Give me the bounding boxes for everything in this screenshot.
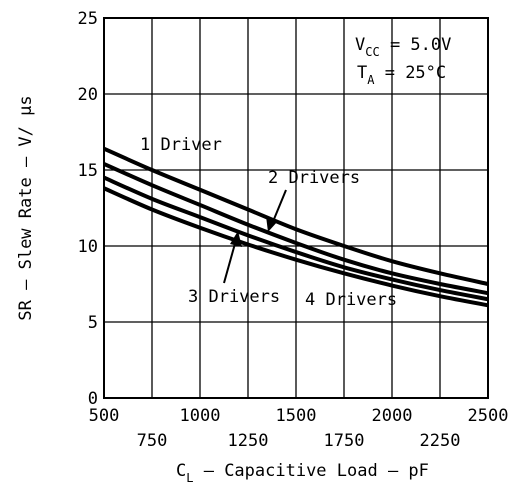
x-tick-label-2000: 2000 <box>372 406 413 426</box>
x-tick-label-1750: 1750 <box>324 431 365 451</box>
series-line-3 <box>103 175 489 302</box>
x-tick-label-1000: 1000 <box>180 406 221 426</box>
arrowhead-3-drivers <box>230 231 242 247</box>
series-line-2 <box>103 162 489 296</box>
x-axis-title: CL – Capacitive Load – pF <box>176 461 429 485</box>
y-axis-title: SR – Slew Rate – V/ μs <box>16 95 36 320</box>
x-tick-label-500: 500 <box>89 406 120 426</box>
plot-frame <box>103 17 489 399</box>
x-tick-label-2250: 2250 <box>420 431 461 451</box>
series-label-1-driver: 1 Driver <box>140 135 222 155</box>
arrow-3-drivers <box>223 239 237 284</box>
y-tick-label-15: 15 <box>78 161 98 181</box>
y-tick-label-5: 5 <box>88 313 98 333</box>
series-label-4-drivers: 4 Drivers <box>305 290 397 310</box>
series-label-3-drivers: 3 Drivers <box>188 287 280 307</box>
condition-vcc: VCC = 5.0V <box>355 35 451 59</box>
y-tick-label-25: 25 <box>78 9 98 29</box>
x-tick-label-1500: 1500 <box>276 406 317 426</box>
x-tick-label-2500: 2500 <box>468 406 509 426</box>
tick-labels: 500 1000 1500 2000 2500 750 1250 1750 2250 0 5 10 15… <box>78 9 509 451</box>
arrowhead-2-drivers <box>266 216 278 232</box>
arrow-2-drivers <box>271 189 287 225</box>
series-line-1 <box>103 146 489 286</box>
x-tick-label-750: 750 <box>137 431 168 451</box>
series-curves <box>103 146 489 308</box>
y-tick-label-20: 20 <box>78 85 98 105</box>
series-line-4 <box>103 186 489 308</box>
x-tick-label-1250: 1250 <box>228 431 269 451</box>
y-tick-label-0: 0 <box>88 389 98 409</box>
y-tick-label-10: 10 <box>78 237 98 257</box>
series-label-2-drivers: 2 Drivers <box>268 168 360 188</box>
condition-ta: TA = 25°C <box>357 63 446 87</box>
